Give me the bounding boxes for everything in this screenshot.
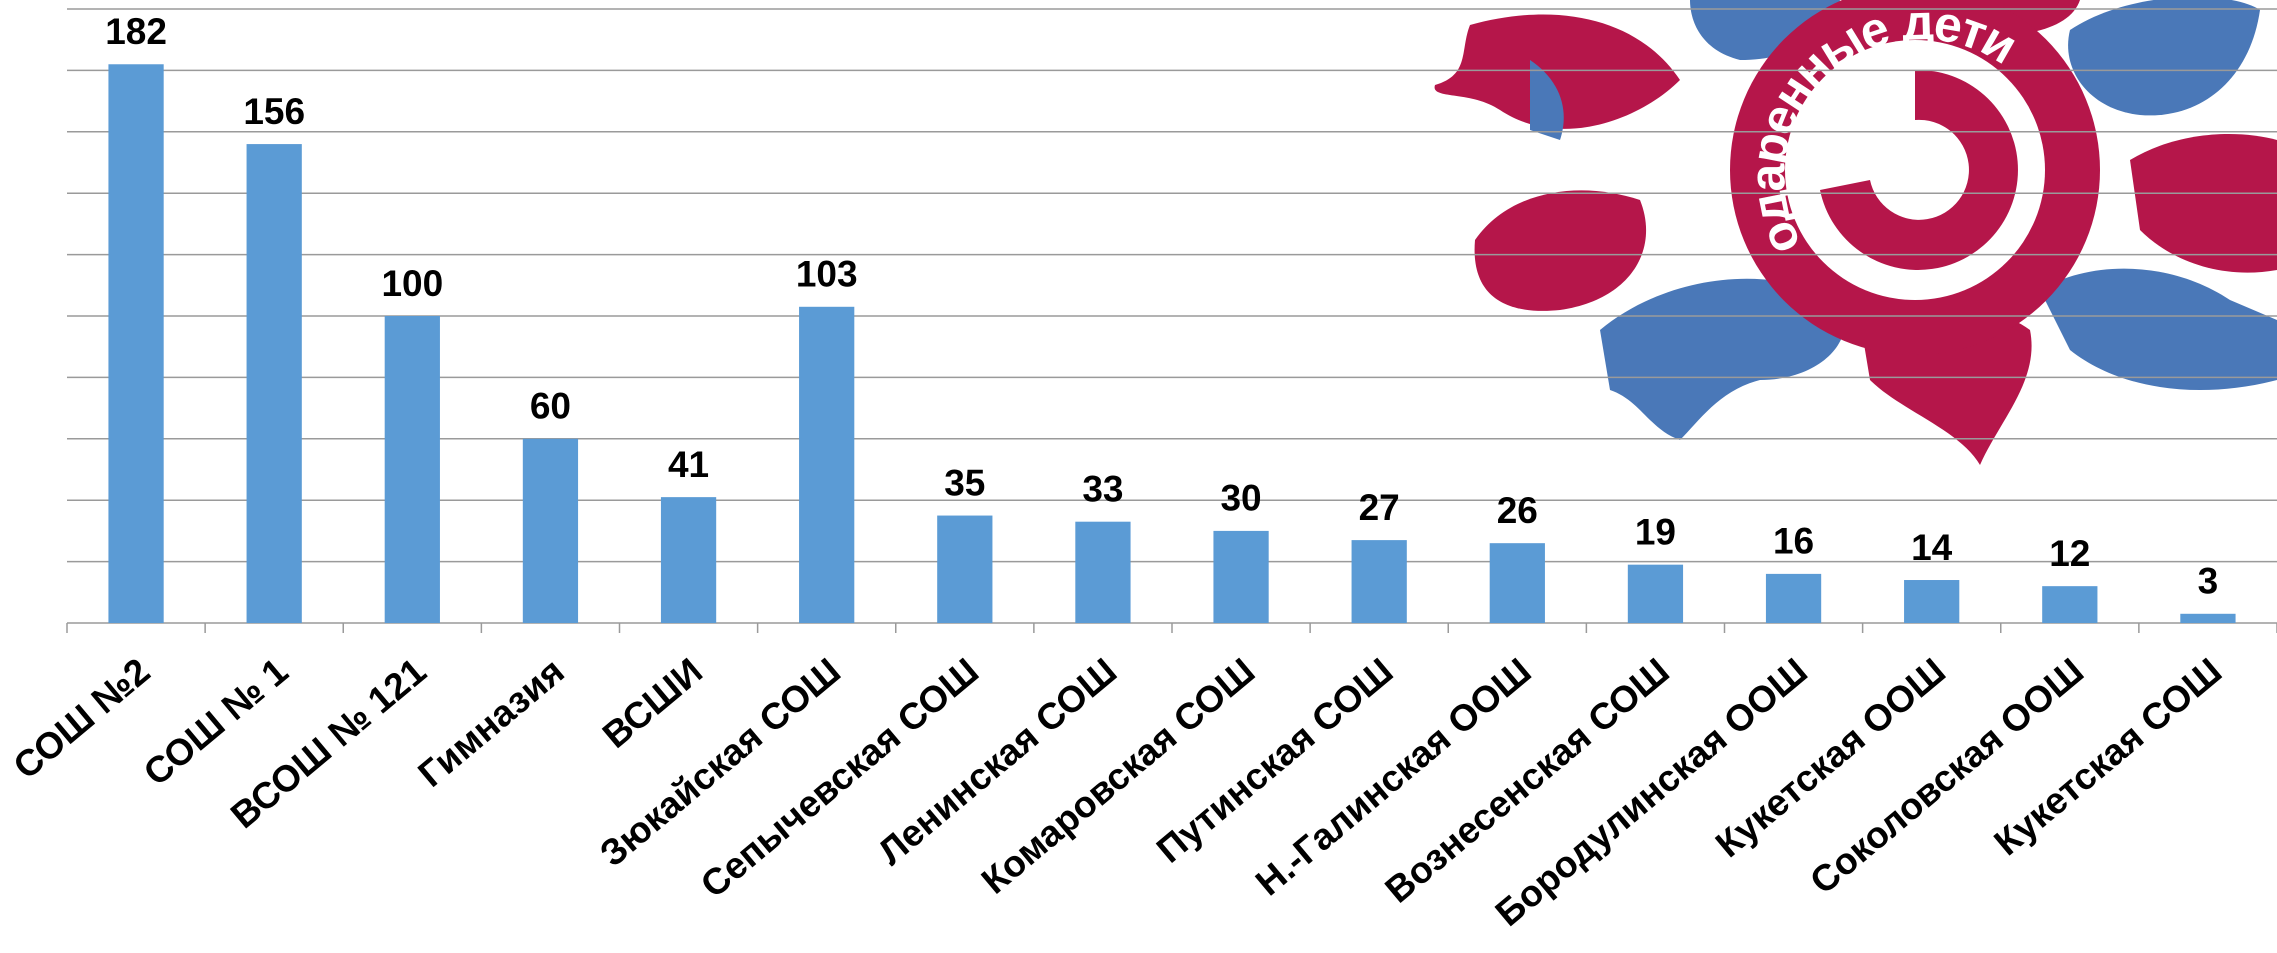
x-tick-label: СОШ №2	[6, 650, 158, 787]
x-tick-label: Кукетская СОШ	[1986, 650, 2229, 863]
value-label: 12	[2049, 533, 2090, 574]
bar	[1765, 573, 1822, 623]
bar	[1904, 580, 1960, 623]
bar	[1489, 543, 1545, 623]
value-label: 26	[1497, 490, 1538, 531]
x-tick-label: Гимназия	[410, 650, 571, 795]
bar	[2042, 586, 2098, 623]
x-tick-label: ВСШИ	[595, 650, 710, 756]
value-label: 182	[105, 11, 167, 52]
x-tick-label: Зюкайская СОШ	[592, 650, 848, 874]
value-label: 3	[2198, 561, 2219, 602]
x-tick-label: Комаровская СОШ	[974, 650, 1263, 902]
logo-petal	[1600, 278, 1846, 440]
x-tick-label: Соколовская ООШ	[1802, 650, 2091, 902]
bar	[522, 438, 579, 623]
bar	[1075, 521, 1131, 623]
x-tick-label: Ленинская СОШ	[870, 650, 1124, 873]
value-label: 30	[1220, 478, 1261, 519]
bar	[108, 64, 164, 623]
bar	[246, 144, 302, 623]
bar	[937, 515, 993, 623]
bar	[1351, 540, 1407, 623]
logo-petal	[2130, 134, 2277, 273]
value-label: 103	[796, 254, 858, 295]
value-label: 35	[944, 462, 985, 503]
logo-swirl	[1820, 69, 2018, 270]
bar	[2180, 613, 2236, 623]
bar	[799, 306, 855, 623]
value-label: 16	[1773, 521, 1814, 562]
value-label: 41	[668, 444, 709, 485]
bar	[660, 497, 717, 623]
value-label: 156	[243, 91, 305, 132]
value-label: 60	[530, 386, 571, 427]
bar	[1627, 564, 1684, 623]
value-label: 33	[1082, 468, 1123, 509]
logo-petal	[1474, 190, 1647, 311]
logo-petal	[2068, 0, 2260, 116]
bar	[1213, 530, 1269, 623]
logo-petal	[1434, 14, 1680, 129]
value-label: 14	[1911, 527, 1953, 568]
bar	[384, 316, 440, 623]
x-tick-label: Кукетская ООШ	[1708, 650, 1953, 865]
logo-petal	[2040, 268, 2277, 390]
x-tick-label: Путинская СОШ	[1149, 650, 1401, 870]
value-label: 19	[1635, 511, 1676, 552]
logo-petal	[1530, 60, 1564, 140]
value-label: 27	[1359, 487, 1400, 528]
value-label: 100	[381, 263, 443, 304]
